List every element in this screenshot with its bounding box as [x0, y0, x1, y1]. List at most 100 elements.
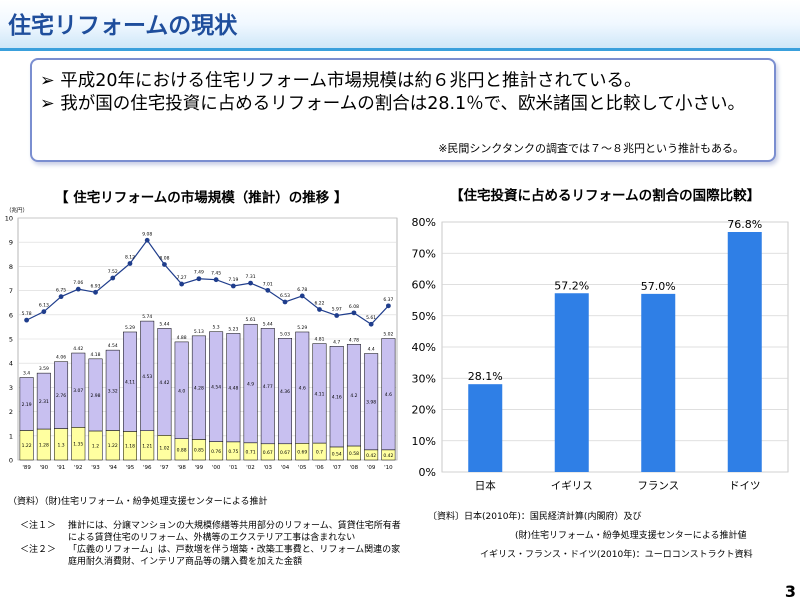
data-label-purple: 3.32	[108, 388, 118, 394]
data-label-total: 3.59	[39, 366, 49, 372]
y-tick-label: 9	[9, 239, 13, 247]
data-label-total: 5.29	[125, 325, 135, 331]
bar-segment-purple	[123, 331, 137, 432]
y-tick-label: 0%	[419, 466, 436, 479]
data-label-line: 7.27	[177, 275, 187, 281]
data-label: 57.0%	[641, 280, 676, 293]
data-label-yellow: 1.22	[22, 443, 32, 449]
x-tick-label: '02	[246, 465, 255, 471]
data-label-yellow: 1.21	[142, 443, 152, 449]
bar	[468, 384, 503, 472]
data-label-yellow: 1.28	[39, 443, 49, 449]
data-label-line: 6.08	[349, 304, 359, 310]
data-label-total: 5.44	[159, 321, 169, 327]
y-axis-unit: （兆円）	[6, 206, 28, 214]
data-label-purple: 4.53	[142, 374, 152, 380]
data-label-total: 5.03	[280, 331, 290, 337]
data-label-total: 4.7	[333, 339, 340, 345]
data-label-total: 5.44	[263, 321, 273, 327]
left-source: （資料）（財)住宅リフォーム・紛争処理支援センターによる推計	[8, 497, 268, 507]
y-tick-label: 80%	[412, 216, 436, 229]
summary-note: ※民間シンクタンクの調査では７～８兆円という推計もある。	[438, 142, 744, 155]
right-source-line-2: (財)住宅リフォーム・紛争処理支援センターによる推計値	[515, 531, 747, 541]
data-label-purple: 4.28	[194, 386, 204, 392]
bar-segment-purple	[329, 346, 344, 448]
summary-bullet-1: ➢ 平成20年における住宅リフォーム市場規模は約６兆円と推計されている。	[40, 71, 642, 91]
right-source-line-3: イギリス・フランス・ドイツ(2010年)：ユーロコンストラクト資料	[480, 550, 753, 560]
bar	[554, 293, 589, 472]
bar-segment-purple	[209, 331, 224, 442]
data-label-line: 7.45	[211, 271, 221, 277]
x-tick-label: '06	[315, 465, 324, 471]
line-point	[144, 237, 150, 243]
data-label-yellow: 0.58	[349, 451, 359, 457]
data-label-line: 8.12	[125, 254, 135, 260]
line-point	[41, 309, 47, 315]
data-label-yellow: 1.02	[159, 446, 169, 452]
page-title: 住宅リフォームの現状	[8, 13, 238, 39]
data-label-line: 9.08	[142, 231, 152, 237]
bar-segment-purple	[243, 323, 258, 444]
data-label-line: 7.52	[108, 269, 118, 275]
bar	[641, 293, 676, 472]
data-label-total: 5.29	[297, 325, 307, 331]
x-tick-label: '93	[91, 465, 100, 471]
data-label-purple: 3.07	[73, 388, 83, 394]
x-tick-label: '07	[332, 465, 341, 471]
line-point	[24, 317, 30, 323]
line-point	[334, 313, 340, 318]
x-tick-label: '97	[160, 465, 169, 471]
y-tick-label: 8	[9, 263, 13, 271]
data-label-total: 4.88	[177, 335, 187, 341]
data-label-yellow: 0.75	[228, 449, 238, 455]
bar	[727, 232, 762, 472]
x-tick-label: イギリス	[551, 480, 593, 492]
bar-segment-purple	[157, 328, 172, 436]
data-label-line: 6.22	[314, 300, 324, 306]
y-tick-label: 70%	[412, 247, 436, 260]
bar-segment-purple	[260, 328, 275, 445]
y-tick-label: 4	[9, 360, 13, 368]
summary-box: ➢ 平成20年における住宅リフォーム市場規模は約６兆円と推計されている。 ➢ 我…	[30, 58, 776, 162]
y-tick-label: 7	[9, 287, 13, 295]
line-point	[368, 321, 374, 327]
data-label-purple: 4.6	[299, 386, 306, 392]
market-chart-title: 【 住宅リフォームの市場規模（推計）の推移 】	[55, 190, 348, 206]
data-label: 28.1%	[468, 370, 503, 383]
data-label-purple: 4.2	[350, 393, 357, 399]
data-label-line: 5.97	[332, 307, 342, 313]
x-tick-label: 日本	[475, 479, 496, 492]
line-point	[196, 276, 202, 282]
note2-text: 「広義のリフォーム」は、戸数増を伴う増築・改築工事費と、リフォーム関連の家庭用耐…	[68, 545, 401, 567]
line-point	[213, 277, 219, 283]
data-label-purple: 4.54	[211, 385, 221, 391]
data-label-purple: 4.11	[125, 380, 135, 386]
data-label-yellow: 1.18	[125, 444, 135, 450]
line-point	[110, 275, 116, 281]
x-tick-label: ドイツ	[729, 480, 761, 492]
line-point	[58, 294, 64, 300]
bar-segment-purple	[191, 335, 206, 440]
line-point	[299, 293, 305, 299]
y-tick-label: 60%	[412, 279, 436, 292]
right-source-line-1: 〔資料〕日本(2010年)：国民経済計算(内閣府）及び	[428, 512, 642, 522]
reform-ratio-chart: 0% 10% 20% 30% 40% 50% 60% 70% 80% 28.1% 日本 57.2% イギ…	[412, 216, 789, 492]
line-point	[317, 307, 322, 312]
data-label-yellow: 0.85	[194, 448, 204, 454]
series-line	[26, 239, 389, 326]
data-label-yellow: 1.35	[73, 442, 83, 448]
data-label-total: 3.4	[23, 371, 30, 377]
y-tick-label: 0	[9, 457, 13, 465]
bar-segment-purple	[381, 338, 396, 451]
line-point	[265, 287, 271, 293]
line-point	[385, 303, 391, 309]
data-label-total: 4.42	[73, 346, 83, 352]
data-label-line: 6.13	[39, 303, 49, 309]
x-tick-label: '05	[298, 465, 307, 471]
note1-text: 推計には、分譲マンションの大規模修繕等共用部分のリフォーム、賃貸住宅所有者による…	[68, 521, 401, 543]
data-label-line: 5.78	[22, 311, 32, 317]
x-tick-label: フランス	[637, 480, 679, 492]
data-label: 57.2%	[554, 279, 589, 292]
data-label-total: 4.81	[314, 337, 324, 343]
data-label-total: 4.4	[368, 347, 375, 353]
